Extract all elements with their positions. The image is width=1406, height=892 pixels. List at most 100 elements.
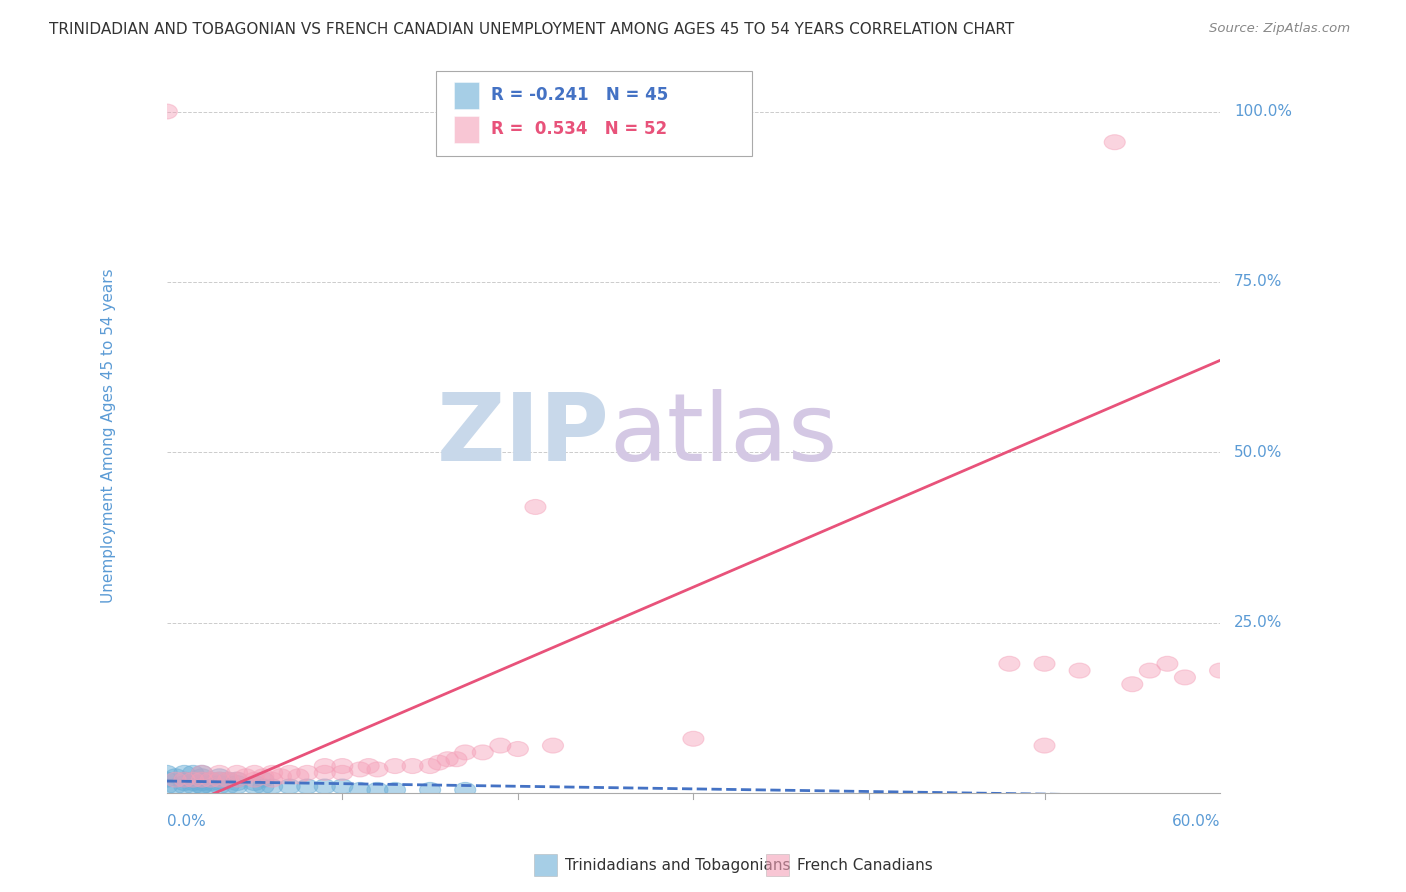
Ellipse shape (315, 765, 335, 780)
Ellipse shape (218, 772, 239, 787)
Text: R =  0.534   N = 52: R = 0.534 N = 52 (491, 120, 666, 138)
Ellipse shape (209, 772, 231, 787)
Text: Trinidadians and Tobagonians: Trinidadians and Tobagonians (565, 858, 790, 872)
Ellipse shape (191, 779, 212, 794)
Ellipse shape (174, 772, 195, 787)
Ellipse shape (472, 745, 494, 760)
Ellipse shape (183, 765, 204, 780)
Ellipse shape (174, 765, 195, 780)
Ellipse shape (359, 758, 380, 773)
Ellipse shape (384, 758, 405, 773)
Ellipse shape (218, 779, 239, 794)
Ellipse shape (524, 500, 546, 515)
Ellipse shape (349, 782, 370, 797)
Ellipse shape (367, 762, 388, 777)
Ellipse shape (446, 752, 467, 767)
Ellipse shape (270, 769, 291, 784)
Ellipse shape (297, 765, 318, 780)
Ellipse shape (543, 738, 564, 753)
Text: 60.0%: 60.0% (1171, 814, 1220, 829)
Ellipse shape (165, 772, 186, 787)
Ellipse shape (156, 765, 177, 780)
Ellipse shape (191, 772, 212, 787)
Ellipse shape (200, 772, 221, 787)
Text: TRINIDADIAN AND TOBAGONIAN VS FRENCH CANADIAN UNEMPLOYMENT AMONG AGES 45 TO 54 Y: TRINIDADIAN AND TOBAGONIAN VS FRENCH CAN… (49, 22, 1015, 37)
Ellipse shape (183, 779, 204, 794)
Ellipse shape (165, 769, 186, 784)
Ellipse shape (209, 769, 231, 784)
Ellipse shape (174, 772, 195, 787)
Ellipse shape (226, 779, 247, 794)
Ellipse shape (419, 758, 440, 773)
Ellipse shape (191, 765, 212, 780)
Ellipse shape (191, 779, 212, 794)
Ellipse shape (315, 758, 335, 773)
Ellipse shape (1209, 663, 1230, 678)
Ellipse shape (226, 765, 247, 780)
Ellipse shape (1122, 677, 1143, 691)
Text: 25.0%: 25.0% (1234, 615, 1282, 631)
Ellipse shape (191, 769, 212, 784)
Ellipse shape (183, 772, 204, 787)
Ellipse shape (245, 775, 266, 790)
Ellipse shape (332, 779, 353, 794)
Ellipse shape (1033, 738, 1054, 753)
Text: 50.0%: 50.0% (1234, 445, 1282, 460)
Ellipse shape (1104, 135, 1125, 150)
Ellipse shape (437, 752, 458, 767)
Ellipse shape (209, 765, 231, 780)
Ellipse shape (384, 782, 405, 797)
Ellipse shape (454, 782, 475, 797)
Ellipse shape (1157, 657, 1178, 672)
Ellipse shape (489, 738, 510, 753)
Ellipse shape (262, 765, 283, 780)
Ellipse shape (245, 765, 266, 780)
Ellipse shape (1139, 663, 1160, 678)
Ellipse shape (209, 772, 231, 787)
Ellipse shape (200, 775, 221, 790)
Ellipse shape (174, 775, 195, 790)
Ellipse shape (245, 779, 266, 794)
Ellipse shape (253, 769, 274, 784)
Ellipse shape (402, 758, 423, 773)
Ellipse shape (288, 769, 309, 784)
Text: French Canadians: French Canadians (797, 858, 934, 872)
Ellipse shape (209, 775, 231, 790)
Ellipse shape (200, 772, 221, 787)
Ellipse shape (1174, 670, 1195, 685)
Ellipse shape (191, 775, 212, 790)
Ellipse shape (209, 779, 231, 794)
Text: R = -0.241   N = 45: R = -0.241 N = 45 (491, 87, 668, 104)
Ellipse shape (174, 779, 195, 794)
Ellipse shape (183, 775, 204, 790)
Ellipse shape (349, 762, 370, 777)
Ellipse shape (1069, 663, 1090, 678)
Ellipse shape (200, 779, 221, 794)
Text: Source: ZipAtlas.com: Source: ZipAtlas.com (1209, 22, 1350, 36)
Ellipse shape (191, 772, 212, 787)
Text: 75.0%: 75.0% (1234, 275, 1282, 290)
Ellipse shape (226, 772, 247, 787)
Ellipse shape (226, 772, 247, 787)
Ellipse shape (156, 772, 177, 787)
Text: 0.0%: 0.0% (167, 814, 205, 829)
Ellipse shape (454, 745, 475, 760)
Text: 100.0%: 100.0% (1234, 104, 1292, 119)
Ellipse shape (1033, 657, 1054, 672)
Ellipse shape (297, 779, 318, 794)
Ellipse shape (218, 772, 239, 787)
Ellipse shape (419, 782, 440, 797)
Ellipse shape (183, 772, 204, 787)
Text: atlas: atlas (609, 390, 838, 482)
Ellipse shape (429, 756, 450, 770)
Text: Unemployment Among Ages 45 to 54 years: Unemployment Among Ages 45 to 54 years (101, 268, 117, 603)
Ellipse shape (156, 104, 177, 119)
Ellipse shape (332, 758, 353, 773)
Ellipse shape (315, 779, 335, 794)
Ellipse shape (332, 765, 353, 780)
Ellipse shape (683, 731, 704, 747)
Ellipse shape (280, 765, 301, 780)
Ellipse shape (165, 779, 186, 794)
Ellipse shape (367, 782, 388, 797)
Ellipse shape (191, 765, 212, 780)
